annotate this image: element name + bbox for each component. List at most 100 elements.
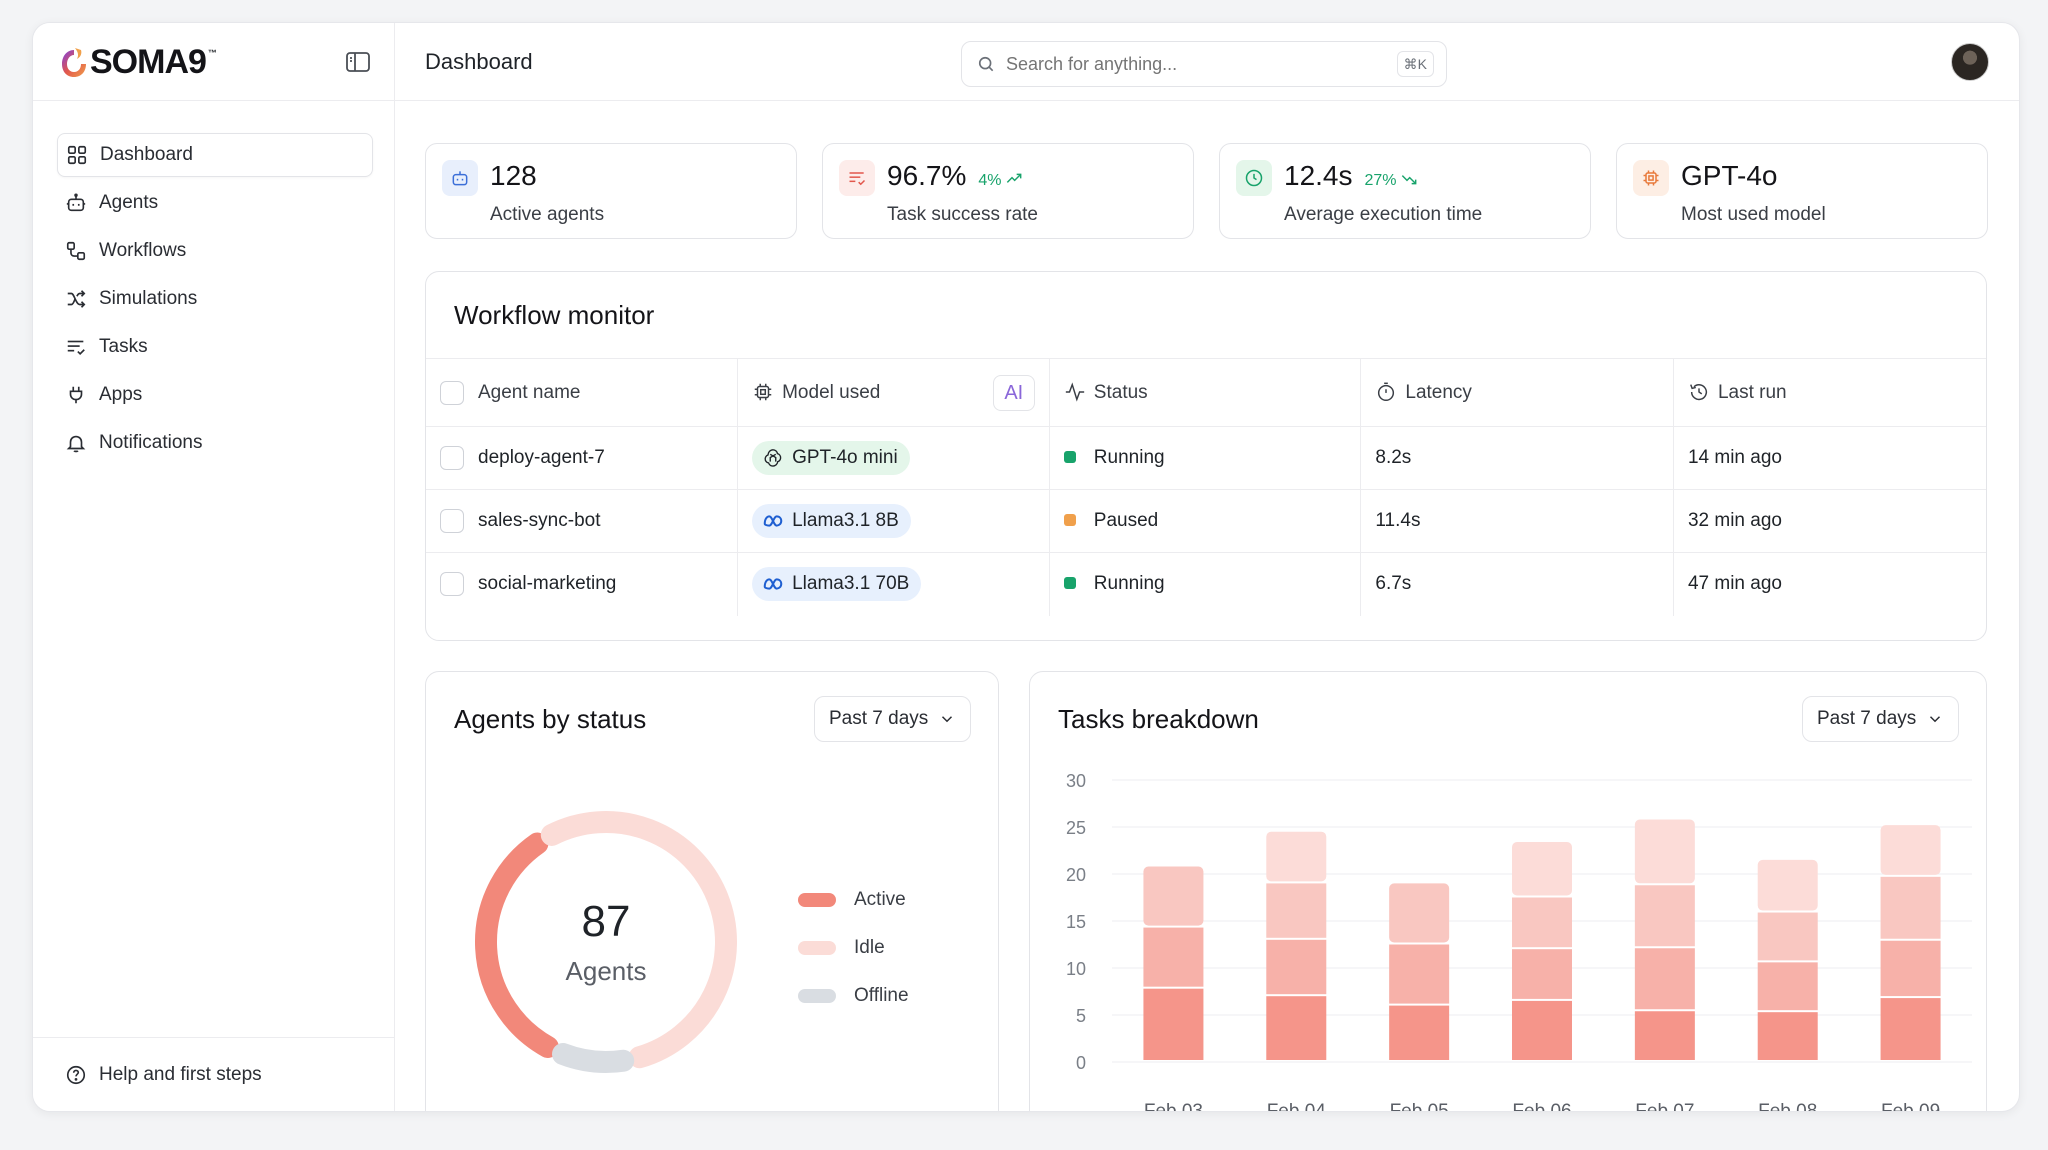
select-all-checkbox[interactable] bbox=[440, 380, 464, 405]
cell-agent: social-marketing bbox=[426, 552, 739, 616]
bar-segment bbox=[1266, 939, 1327, 995]
x-tick-label: Feb 08 bbox=[1758, 1101, 1817, 1112]
sidebar-item-notifications[interactable]: Notifications bbox=[57, 421, 373, 465]
bell-icon bbox=[66, 435, 86, 453]
bar-segment bbox=[1757, 962, 1818, 1011]
tasks-breakdown-title: Tasks breakdown bbox=[1058, 704, 1259, 734]
grid-icon bbox=[67, 145, 87, 165]
bar-segment bbox=[1389, 883, 1450, 943]
bar-segment bbox=[1880, 825, 1941, 875]
tasks-range-dropdown[interactable]: Past 7 days bbox=[1802, 696, 1960, 742]
workflow-monitor-title: Workflow monitor bbox=[454, 300, 655, 330]
ai-filter-button[interactable]: AI bbox=[992, 375, 1035, 411]
column-label: Model used bbox=[782, 382, 881, 403]
bar-segment bbox=[1512, 1000, 1572, 1060]
legend-label: Idle bbox=[854, 937, 885, 958]
legend-item-idle: Idle bbox=[798, 924, 909, 972]
sidebar-item-tasks[interactable]: Tasks bbox=[57, 325, 373, 369]
help-first-steps-link[interactable]: Help and first steps bbox=[33, 1037, 394, 1111]
meta-icon bbox=[763, 578, 783, 590]
search-shortcut-badge: ⌘K bbox=[1396, 51, 1434, 77]
logo[interactable]: SOMA9 ™ bbox=[59, 43, 217, 82]
sidebar-item-simulations[interactable]: Simulations bbox=[57, 277, 373, 321]
stat-value-text: 12.4s bbox=[1284, 160, 1353, 191]
bar-segment bbox=[1634, 1011, 1695, 1060]
bar-segment bbox=[1634, 885, 1695, 947]
bar-segment bbox=[1880, 940, 1941, 997]
trend-up-icon bbox=[1006, 173, 1022, 183]
cell-latency: 11.4s bbox=[1360, 489, 1674, 553]
y-tick-label: 30 bbox=[1066, 771, 1086, 791]
brand-trademark: ™ bbox=[207, 47, 217, 58]
status-dot bbox=[1063, 514, 1076, 526]
sidebar-toggle-icon[interactable] bbox=[345, 50, 371, 74]
bar-segment bbox=[1880, 998, 1941, 1060]
help-circle-icon bbox=[66, 1065, 86, 1084]
legend-item-active: Active bbox=[798, 876, 909, 924]
activity-icon bbox=[1065, 382, 1084, 402]
meta-icon bbox=[763, 515, 783, 527]
legend-swatch bbox=[798, 941, 836, 955]
table-row[interactable]: social-marketing Llama3.1 70B Running 6.… bbox=[426, 552, 1986, 616]
row-checkbox[interactable] bbox=[440, 446, 464, 470]
avatar[interactable] bbox=[1951, 43, 1989, 81]
table-header-row: Agent name Model used AI Status Latency L… bbox=[426, 358, 1986, 427]
sidebar-item-label: Notifications bbox=[99, 432, 203, 453]
cell-status: Running bbox=[1049, 552, 1362, 616]
legend-item-offline: Offline bbox=[798, 972, 909, 1020]
status-text: Paused bbox=[1093, 510, 1159, 531]
agents-by-status-title: Agents by status bbox=[454, 704, 647, 734]
bar-segment bbox=[1143, 866, 1204, 926]
bar-segment bbox=[1143, 927, 1204, 987]
sidebar-item-dashboard[interactable]: Dashboard bbox=[57, 133, 373, 177]
search-box[interactable]: ⌘K bbox=[961, 41, 1447, 87]
model-name: Llama3.1 8B bbox=[792, 510, 899, 531]
cell-model: Llama3.1 70B bbox=[737, 552, 1050, 616]
stat-value-text: 96.7% bbox=[887, 160, 967, 191]
donut-segment-idle bbox=[540, 811, 737, 1069]
agents-donut-chart: 87 Agents bbox=[475, 811, 737, 1073]
workflow-icon bbox=[66, 241, 86, 261]
donut-segment-offline bbox=[551, 1043, 635, 1073]
stat-icon-wrap bbox=[839, 160, 875, 196]
bar-segment bbox=[1266, 996, 1327, 1060]
app-window: SOMA9 ™ Dashboard Agents Workflows bbox=[32, 22, 2020, 1112]
list-check-icon bbox=[849, 172, 866, 186]
sidebar-item-label: Workflows bbox=[99, 240, 187, 261]
x-tick-label: Feb 06 bbox=[1512, 1101, 1571, 1112]
cell-latency: 6.7s bbox=[1360, 552, 1674, 616]
row-checkbox[interactable] bbox=[440, 572, 464, 597]
agents-range-dropdown[interactable]: Past 7 days bbox=[814, 696, 972, 742]
column-agent-name: Agent name bbox=[426, 358, 739, 427]
stat-delta-down: 27% bbox=[1365, 172, 1417, 189]
search-input[interactable] bbox=[1006, 53, 1386, 75]
stat-delta-up: 4% bbox=[978, 172, 1022, 189]
plug-icon bbox=[69, 386, 83, 404]
stat-label: Task success rate bbox=[887, 204, 1038, 225]
sidebar-item-workflows[interactable]: Workflows bbox=[57, 229, 373, 273]
bar-segment bbox=[1880, 876, 1941, 939]
cell-model: GPT-4o mini bbox=[737, 426, 1050, 490]
donut-total: 87 bbox=[582, 897, 631, 946]
y-tick-label: 0 bbox=[1076, 1053, 1086, 1073]
column-label: Status bbox=[1093, 382, 1148, 403]
bar-segment bbox=[1266, 831, 1327, 882]
stat-delta-text: 27% bbox=[1364, 172, 1397, 189]
page-title: Dashboard bbox=[425, 49, 533, 74]
stat-card-most-used-model: GPT-4o Most used model bbox=[1616, 143, 1988, 239]
sidebar-item-apps[interactable]: Apps bbox=[57, 373, 373, 417]
bar-segment bbox=[1143, 988, 1204, 1060]
clock-icon bbox=[1245, 169, 1263, 187]
cell-agent: sales-sync-bot bbox=[426, 489, 739, 553]
column-label: Last run bbox=[1717, 382, 1787, 403]
sidebar-item-agents[interactable]: Agents bbox=[57, 181, 373, 225]
cell-status: Paused bbox=[1049, 489, 1362, 553]
table-row[interactable]: deploy-agent-7 GPT-4o mini Running 8.2s … bbox=[426, 426, 1986, 490]
stat-value-text: GPT-4o bbox=[1681, 160, 1778, 191]
y-tick-label: 10 bbox=[1066, 959, 1086, 979]
table-row[interactable]: sales-sync-bot Llama3.1 8B Paused 11.4s … bbox=[426, 489, 1986, 553]
robot-icon bbox=[452, 171, 468, 186]
stat-value: GPT-4o bbox=[1681, 160, 1777, 192]
tasks-stacked-bar-chart: 0 5 10 15 20 25 30 Feb 03 Feb 04 Feb 05 Feb 06 Feb … bbox=[1066, 771, 1972, 1112]
row-checkbox[interactable] bbox=[440, 509, 464, 533]
